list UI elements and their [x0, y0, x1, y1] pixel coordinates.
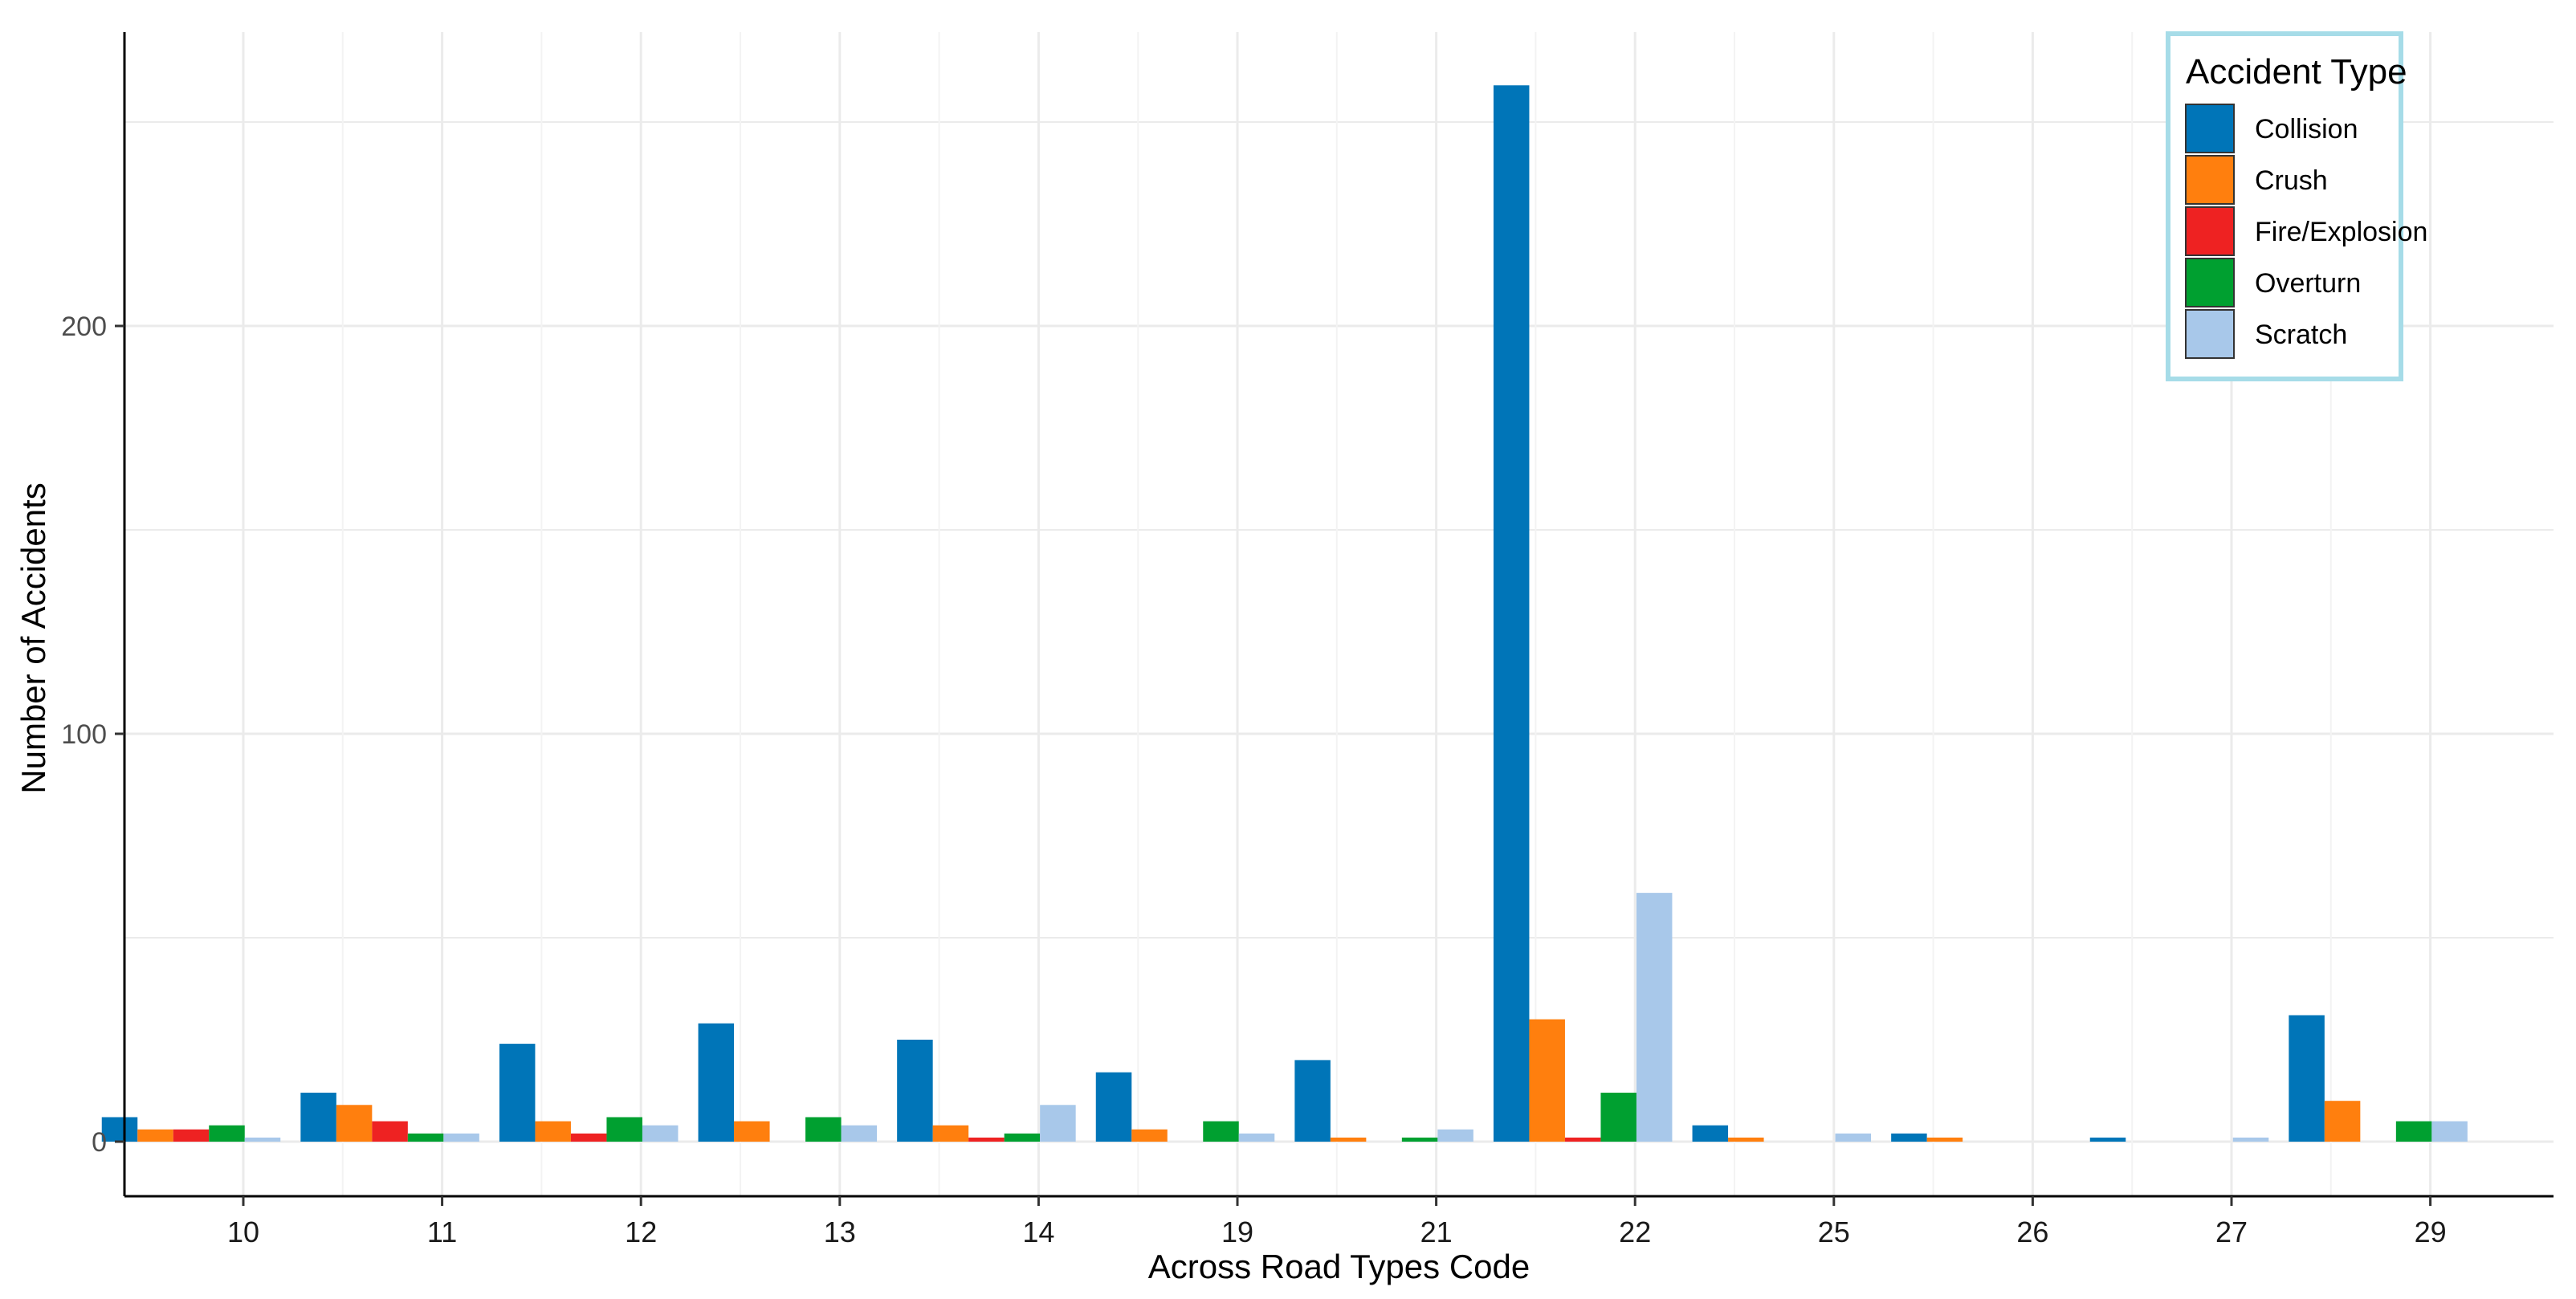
legend-label: Crush: [2255, 165, 2328, 196]
bar-collision-21: [1294, 1060, 1331, 1142]
bar-scratch-13: [841, 1125, 878, 1142]
legend-swatch: [2185, 309, 2235, 359]
bar-crush-13: [734, 1121, 770, 1142]
bar-fire-explosion-11: [372, 1121, 408, 1142]
x-tick-label: 26: [2016, 1216, 2048, 1248]
bar-scratch-25: [1835, 1133, 1872, 1142]
bar-scratch-10: [244, 1137, 281, 1142]
bar-scratch-11: [443, 1133, 479, 1142]
bar-collision-13: [698, 1023, 735, 1142]
y-tick-label: 200: [61, 312, 107, 342]
bars: [101, 85, 2468, 1142]
x-tick-label: 10: [227, 1216, 259, 1248]
bar-collision-27: [2089, 1137, 2126, 1142]
bar-crush-12: [535, 1121, 571, 1142]
bar-scratch-12: [642, 1125, 679, 1142]
x-tick-label: 21: [1420, 1216, 1453, 1248]
legend: Accident Type Collision Crush Fire/Explosi…: [2166, 31, 2427, 381]
x-tick-label: 13: [824, 1216, 856, 1248]
legend-item-fire-explosion: Fire/Explosion: [2185, 206, 2427, 256]
bar-collision-12: [499, 1044, 536, 1142]
bar-scratch-29: [2431, 1121, 2468, 1142]
bar-fire-explosion-12: [570, 1133, 607, 1142]
y-tick-label: 100: [61, 719, 107, 750]
bar-overturn-21: [1401, 1137, 1438, 1142]
bar-collision-10: [101, 1117, 138, 1142]
bar-crush-21: [1330, 1137, 1367, 1142]
bar-crush-25: [1728, 1137, 1764, 1142]
bar-overturn-14: [1004, 1133, 1041, 1142]
bar-collision-22: [1493, 85, 1530, 1142]
x-tick-label: 29: [2415, 1216, 2447, 1248]
legend-item-overturn: Overturn: [2185, 258, 2361, 307]
bar-overturn-29: [2395, 1121, 2432, 1142]
bar-scratch-21: [1437, 1129, 1473, 1142]
bar-overturn-19: [1203, 1121, 1239, 1142]
bar-crush-26: [1926, 1137, 1963, 1142]
bar-collision-14: [897, 1040, 933, 1142]
legend-item-scratch: Scratch: [2185, 309, 2347, 359]
y-tick-label: 0: [92, 1127, 107, 1158]
x-tick-label: 19: [1221, 1216, 1253, 1248]
legend-label: Collision: [2255, 114, 2358, 145]
legend-swatch: [2185, 104, 2235, 153]
bar-fire-explosion-14: [968, 1137, 1005, 1142]
bar-crush-14: [932, 1125, 969, 1142]
legend-title: Accident Type: [2186, 52, 2407, 92]
legend-label: Overturn: [2255, 268, 2361, 299]
bar-collision-26: [1891, 1133, 1927, 1142]
bar-scratch-19: [1238, 1133, 1275, 1142]
bar-crush-22: [1529, 1019, 1565, 1142]
legend-items: Collision Crush Fire/Explosion Overturn Scra…: [2185, 104, 2427, 359]
legend-swatch: [2185, 206, 2235, 256]
bar-scratch-27: [2232, 1137, 2269, 1142]
bar-scratch-14: [1040, 1105, 1076, 1142]
x-axis-title: Across Road Types Code: [1148, 1248, 1530, 1285]
bar-overturn-22: [1600, 1093, 1636, 1142]
y-axis-title: Number of Accidents: [14, 483, 52, 794]
x-tick-label: 14: [1022, 1216, 1054, 1248]
bar-collision-25: [1692, 1125, 1729, 1142]
bar-collision-19: [1095, 1072, 1132, 1142]
bar-overturn-13: [805, 1117, 842, 1142]
bar-collision-29: [2289, 1015, 2325, 1142]
bar-fire-explosion-10: [173, 1129, 210, 1142]
legend-swatch: [2185, 155, 2235, 205]
grid-lines: [124, 32, 2554, 1196]
bar-collision-11: [300, 1093, 336, 1142]
legend-item-crush: Crush: [2185, 155, 2328, 205]
legend-item-collision: Collision: [2185, 104, 2358, 153]
bar-overturn-11: [407, 1133, 444, 1142]
bar-crush-29: [2324, 1101, 2361, 1142]
x-tick-label: 27: [2215, 1216, 2248, 1248]
axes: 0 100 200 10 11 12 13 14 19 21 22 25 26 27 29: [61, 32, 2554, 1248]
bar-crush-10: [137, 1129, 173, 1142]
x-tick-label: 22: [1619, 1216, 1651, 1248]
legend-label: Fire/Explosion: [2255, 217, 2427, 247]
bar-crush-19: [1131, 1129, 1168, 1142]
legend-swatch: [2185, 258, 2235, 307]
x-tick-label: 12: [625, 1216, 657, 1248]
x-tick-label: 25: [1818, 1216, 1850, 1248]
bar-scratch-22: [1636, 893, 1673, 1142]
bar-overturn-12: [606, 1117, 642, 1142]
x-tick-label: 11: [427, 1216, 457, 1248]
bar-crush-11: [336, 1105, 373, 1142]
legend-label: Scratch: [2255, 320, 2347, 350]
bar-fire-explosion-22: [1564, 1137, 1601, 1142]
bar-overturn-10: [209, 1125, 245, 1142]
